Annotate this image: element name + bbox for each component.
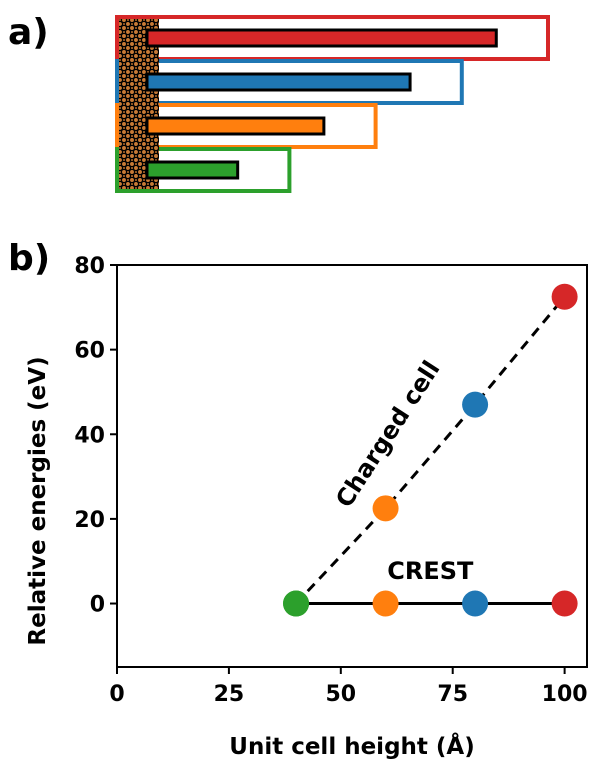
series-label-charged-cell: Charged cell — [330, 356, 445, 513]
data-point-charged-cell-100 — [551, 283, 578, 310]
series-lines — [294, 295, 566, 606]
panel-b-chart: 0 25 50 75 100 0 20 40 60 80 Unit cell height (Å… — [25, 254, 588, 759]
y-tick-label: 20 — [74, 508, 105, 533]
data-point-crest-100 — [551, 590, 578, 617]
y-axis: 0 20 40 60 80 — [74, 254, 117, 618]
y-tick-label: 0 — [90, 593, 105, 618]
series-label-crest: CREST — [387, 557, 474, 585]
panel-a-label: a) — [8, 12, 49, 53]
molecule-rod-80 — [145, 72, 412, 92]
data-point-charged-cell-40 — [283, 590, 310, 617]
x-tick-label: 0 — [109, 682, 124, 707]
data-point-charged-cell-60 — [372, 495, 399, 522]
y-axis-title: Relative energies (eV) — [25, 356, 51, 645]
molecule-rod-40 — [145, 160, 240, 180]
x-tick-label: 100 — [542, 682, 588, 707]
series-points — [283, 283, 578, 617]
panel-a-schematic — [115, 15, 550, 193]
cell-outline-40 — [115, 147, 292, 193]
y-tick-label: 40 — [74, 423, 105, 448]
x-tick-label: 50 — [325, 682, 356, 707]
x-tick-label: 25 — [214, 682, 245, 707]
molecule-rod-100 — [145, 28, 498, 48]
molecule-rod-60 — [145, 116, 326, 136]
data-point-charged-cell-80 — [462, 391, 489, 418]
data-point-crest-60 — [372, 590, 399, 617]
x-axis-title: Unit cell height (Å) — [229, 732, 474, 759]
y-tick-label: 80 — [74, 254, 105, 279]
data-point-crest-80 — [462, 590, 489, 617]
x-tick-label: 75 — [437, 682, 468, 707]
y-tick-label: 60 — [74, 339, 105, 364]
panel-b-label: b) — [8, 238, 50, 279]
plot-frame — [116, 264, 588, 668]
x-axis: 0 25 50 75 100 — [109, 667, 588, 707]
